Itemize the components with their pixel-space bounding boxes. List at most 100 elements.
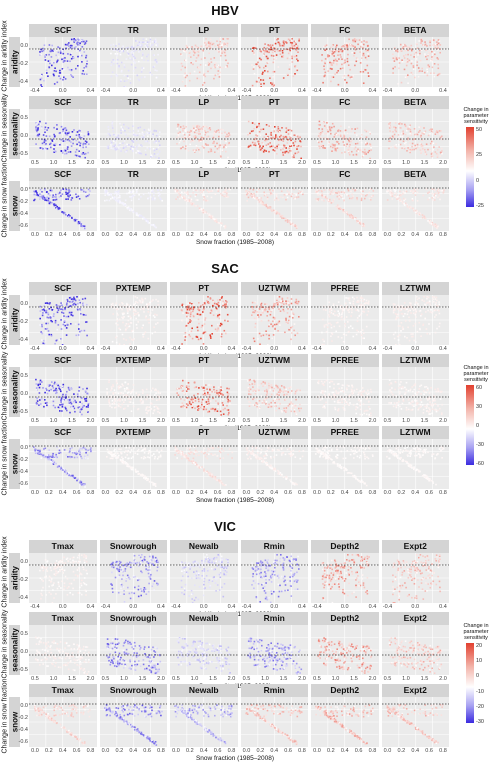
data-point xyxy=(149,312,151,314)
data-point xyxy=(128,190,131,193)
data-point xyxy=(273,211,275,214)
data-point xyxy=(189,307,192,310)
data-point xyxy=(76,42,78,45)
data-point xyxy=(43,44,46,46)
data-point xyxy=(272,58,275,61)
data-point xyxy=(53,196,55,198)
data-point xyxy=(117,137,119,140)
data-point xyxy=(356,329,358,332)
data-point xyxy=(247,192,249,195)
data-point xyxy=(113,139,116,141)
data-point xyxy=(333,191,336,194)
data-point xyxy=(199,139,202,141)
data-point xyxy=(70,74,72,76)
data-point xyxy=(406,74,409,76)
data-point xyxy=(247,146,249,148)
data-point xyxy=(423,217,426,220)
data-point xyxy=(120,47,123,49)
data-point xyxy=(424,153,426,155)
data-point xyxy=(258,125,260,128)
data-point xyxy=(344,44,346,46)
data-point xyxy=(360,41,363,43)
data-point xyxy=(88,143,90,145)
data-point xyxy=(262,66,265,69)
data-point xyxy=(287,129,289,131)
data-point xyxy=(152,130,155,132)
data-point xyxy=(268,142,271,144)
data-point xyxy=(412,312,414,315)
data-point xyxy=(396,50,398,53)
data-point xyxy=(401,200,404,203)
data-point xyxy=(56,128,58,130)
data-point xyxy=(255,126,258,129)
data-point xyxy=(329,49,331,52)
data-point xyxy=(84,191,87,193)
data-point xyxy=(117,387,120,390)
data-point xyxy=(272,305,274,308)
data-point xyxy=(107,379,110,381)
data-point xyxy=(201,191,204,193)
data-point xyxy=(52,137,55,140)
data-point xyxy=(331,45,334,47)
data-point xyxy=(135,327,138,329)
data-point xyxy=(140,71,142,73)
data-point xyxy=(267,324,270,326)
data-point xyxy=(324,45,326,47)
data-point xyxy=(421,216,423,219)
facet-strip-uztwm: UZTWM xyxy=(240,282,308,295)
data-point xyxy=(140,145,143,147)
data-point xyxy=(401,193,403,195)
data-point xyxy=(218,51,220,53)
data-point xyxy=(195,145,198,147)
data-point xyxy=(44,402,47,404)
data-point xyxy=(58,196,61,198)
data-point xyxy=(406,58,408,60)
data-point xyxy=(140,69,143,71)
data-point xyxy=(339,306,342,308)
data-point xyxy=(346,46,349,49)
data-point xyxy=(54,143,57,145)
data-point xyxy=(328,188,331,191)
facet-strip-pfree: PFREE xyxy=(311,282,379,295)
data-point xyxy=(335,192,337,194)
data-point xyxy=(118,386,120,389)
data-point xyxy=(79,301,81,304)
data-point xyxy=(185,324,188,327)
data-point xyxy=(352,216,355,219)
data-point xyxy=(433,194,435,197)
data-point xyxy=(290,298,292,300)
data-point xyxy=(139,44,142,46)
data-point xyxy=(116,201,119,203)
data-point xyxy=(114,73,117,76)
data-point xyxy=(121,399,123,401)
data-point xyxy=(87,142,90,145)
data-point xyxy=(318,120,321,123)
data-point xyxy=(436,49,438,51)
data-point xyxy=(183,75,186,77)
data-point xyxy=(431,221,433,224)
data-point xyxy=(77,222,80,225)
data-point xyxy=(279,196,282,198)
data-point xyxy=(207,398,210,400)
data-point xyxy=(152,192,155,194)
data-point xyxy=(195,57,198,59)
data-point xyxy=(275,299,278,301)
data-point xyxy=(139,301,141,303)
data-point xyxy=(45,309,48,312)
data-point xyxy=(122,401,125,403)
data-point xyxy=(224,139,226,142)
data-point xyxy=(64,131,66,133)
data-point xyxy=(155,62,158,65)
data-point xyxy=(418,321,420,324)
data-point xyxy=(212,136,215,139)
data-point xyxy=(64,132,67,134)
data-point xyxy=(271,137,274,139)
data-point xyxy=(74,303,77,306)
data-point xyxy=(155,314,158,316)
data-point xyxy=(227,413,230,416)
data-point xyxy=(336,314,338,316)
data-point xyxy=(130,322,132,324)
data-point xyxy=(250,64,253,66)
data-point xyxy=(328,199,330,202)
data-point xyxy=(124,47,127,49)
